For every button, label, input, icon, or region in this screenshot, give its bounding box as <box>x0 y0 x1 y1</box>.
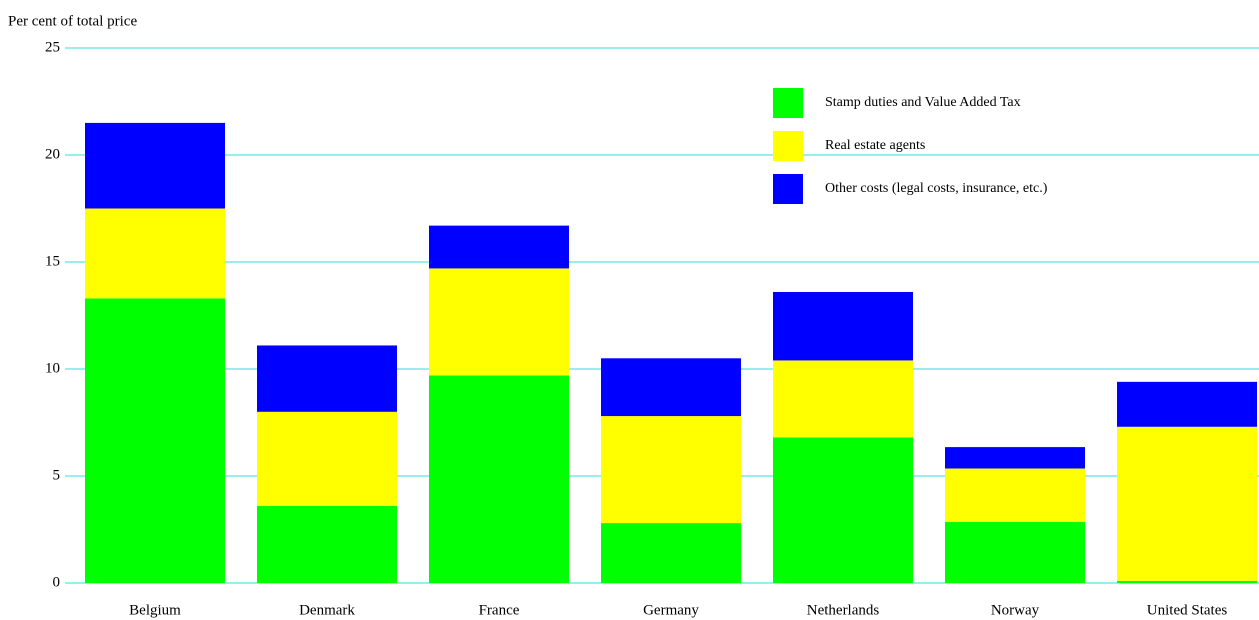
y-axis-label: Per cent of total price <box>8 13 137 29</box>
x-tick-label: France <box>479 602 520 618</box>
bar-segment <box>257 345 397 412</box>
y-tick-label: 5 <box>53 467 61 483</box>
bar-segment <box>945 468 1085 523</box>
bar-segment <box>257 411 397 506</box>
bar-segment <box>257 505 397 583</box>
bar-segment <box>773 437 913 583</box>
bar-segment <box>601 523 741 583</box>
bar-segment <box>85 298 225 583</box>
legend-label: Real estate agents <box>825 138 925 153</box>
bar-segment <box>601 358 741 417</box>
bar-segment <box>601 416 741 524</box>
legend-swatch <box>773 131 803 161</box>
bar-segment <box>773 360 913 438</box>
bar-segment <box>1117 580 1257 583</box>
bar-segment <box>429 268 569 376</box>
y-tick-label: 0 <box>53 574 61 590</box>
x-tick-label: Germany <box>643 602 699 618</box>
bar-segment <box>1117 381 1257 427</box>
bar-segment <box>429 225 569 269</box>
y-tick-label: 25 <box>45 39 60 55</box>
legend-label: Stamp duties and Value Added Tax <box>825 95 1021 110</box>
legend-label: Other costs (legal costs, insurance, etc… <box>825 181 1048 196</box>
bar-segment <box>945 522 1085 583</box>
y-tick-label: 15 <box>45 253 60 269</box>
bar-segment <box>945 447 1085 469</box>
legend-swatch <box>773 174 803 204</box>
bar-segment <box>85 122 225 209</box>
y-tick-label: 10 <box>45 360 60 376</box>
bar-segment <box>85 208 225 299</box>
x-tick-label: Netherlands <box>807 602 880 618</box>
x-tick-label: United States <box>1147 602 1228 618</box>
x-tick-label: Belgium <box>129 602 181 618</box>
x-tick-label: Norway <box>991 602 1040 618</box>
bar-segment <box>773 291 913 361</box>
y-tick-label: 20 <box>45 146 60 162</box>
bar-segment <box>429 375 569 583</box>
legend-swatch <box>773 88 803 118</box>
bar-segment <box>1117 426 1257 581</box>
x-tick-label: Denmark <box>299 602 355 618</box>
